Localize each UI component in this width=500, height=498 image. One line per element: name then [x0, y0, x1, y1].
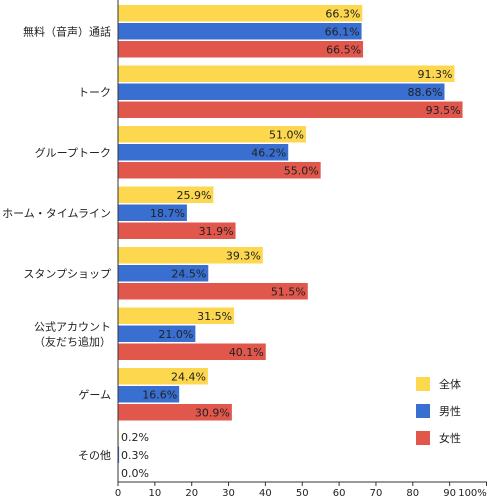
legend-label: 男性: [439, 404, 461, 418]
bar: [118, 368, 208, 385]
bar: [118, 307, 235, 324]
data-label: 40.1%: [229, 346, 264, 359]
bar: [118, 126, 306, 143]
x-tick-label: 30: [222, 488, 235, 498]
data-label: 66.3%: [325, 7, 360, 20]
x-tick-label: 50: [296, 488, 309, 498]
bar: [118, 222, 236, 239]
x-tick-label: 60: [333, 488, 346, 498]
data-label: 0.3%: [121, 449, 149, 462]
data-label: 24.5%: [171, 267, 206, 280]
category-label: ホーム・タイムライン: [2, 207, 111, 220]
category-label: グループトーク: [35, 145, 111, 159]
bar: [118, 5, 363, 22]
bar: [118, 283, 308, 300]
legend-swatch: [416, 431, 430, 445]
x-tick-label: 70: [370, 488, 383, 498]
bar: [118, 41, 364, 58]
data-label: 91.3%: [417, 68, 452, 81]
legend-label: 全体: [439, 377, 461, 391]
x-tick-label: 0: [115, 488, 121, 498]
bar: [118, 247, 263, 264]
bar: [118, 343, 266, 360]
data-label: 31.5%: [197, 310, 232, 323]
category-label: ゲーム: [78, 388, 111, 401]
category-label: （友だち追加）: [34, 334, 111, 348]
data-label: 16.6%: [142, 388, 177, 401]
data-label: 66.1%: [325, 25, 360, 38]
legend-swatch: [416, 377, 430, 391]
bar: [118, 23, 362, 40]
x-tick-label: 90: [443, 488, 456, 498]
bar: [118, 386, 180, 403]
category-label: トーク: [78, 86, 111, 99]
data-label: 51.5%: [271, 285, 306, 298]
data-label: 55.0%: [284, 164, 319, 177]
data-label: 0.2%: [121, 431, 149, 444]
legend-swatch: [416, 404, 430, 418]
bar: [118, 162, 321, 179]
x-tick-label: 100%: [458, 488, 487, 498]
category-label: その他: [78, 449, 111, 462]
bar: [118, 404, 232, 421]
legend-label: 女性: [439, 431, 461, 445]
bar: [118, 144, 289, 161]
category-label: 無料（音声）通話: [23, 24, 111, 38]
bar: [118, 325, 196, 342]
x-tick-label: 10: [148, 488, 161, 498]
data-label: 93.5%: [426, 104, 461, 117]
category-label: スタンプショップ: [23, 267, 111, 280]
bar: [118, 83, 445, 100]
data-label: 31.9%: [199, 225, 234, 238]
bar: [118, 101, 463, 118]
bar: [118, 446, 120, 463]
data-label: 30.9%: [195, 406, 230, 419]
x-tick-label: 20: [185, 488, 198, 498]
category-label: 公式アカウント: [34, 320, 111, 333]
x-tick-label: 40: [259, 488, 272, 498]
data-label: 39.3%: [226, 249, 261, 262]
bar: [118, 65, 455, 82]
bar: [118, 186, 214, 203]
data-label: 24.4%: [171, 370, 206, 383]
bar: [118, 265, 209, 282]
data-label: 88.6%: [408, 86, 443, 99]
data-label: 51.0%: [269, 128, 304, 141]
x-tick-label: 80: [406, 488, 419, 498]
data-label: 18.7%: [150, 207, 185, 220]
data-label: 25.9%: [176, 189, 211, 202]
data-label: 46.2%: [251, 146, 286, 159]
data-label: 66.5%: [326, 43, 361, 56]
data-label: 21.0%: [158, 328, 193, 341]
bar: [118, 204, 187, 221]
data-label: 0.0%: [121, 467, 149, 480]
